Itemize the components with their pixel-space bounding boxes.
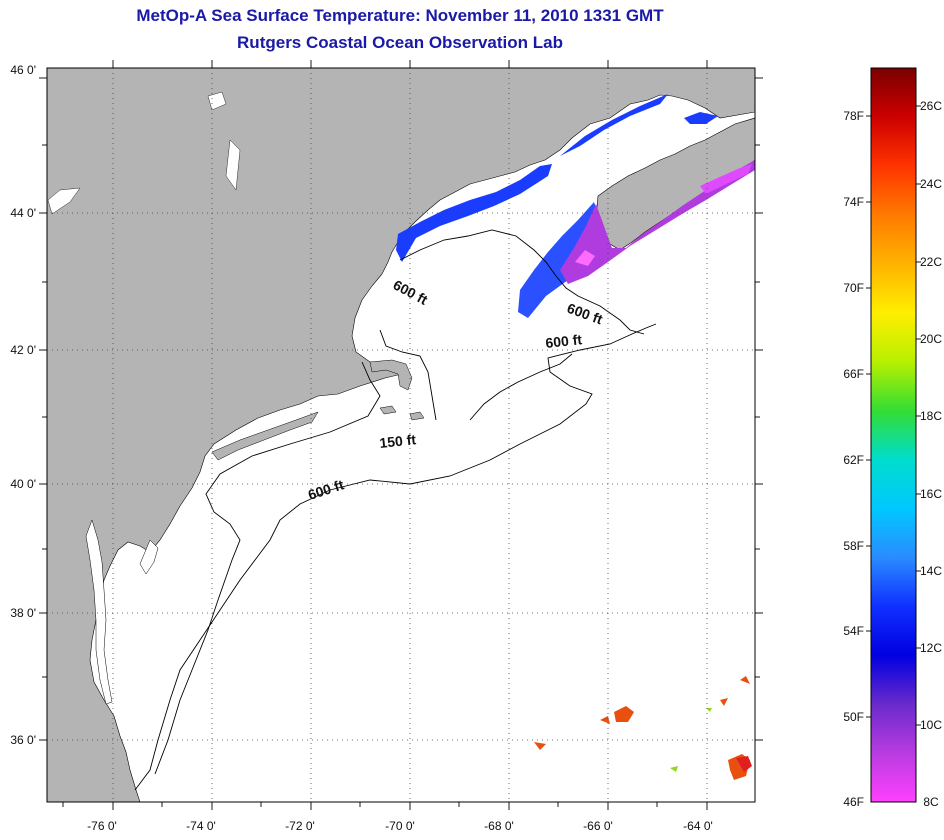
lat-label: 46 0' — [10, 63, 36, 77]
colorbar-label-c: 12C — [920, 641, 942, 655]
colorbar-label-c: 20C — [920, 332, 942, 346]
tick-marks — [39, 60, 763, 810]
lat-label: 36 0' — [10, 733, 36, 747]
colorbar-c-labels: 26C 24C 22C 20C 18C 16C 14C 12C 10C 8C — [920, 99, 942, 809]
colorbar — [870, 67, 917, 803]
map-subtitle: Rutgers Coastal Ocean Observation Lab — [237, 33, 563, 52]
colorbar-label-c: 10C — [920, 718, 942, 732]
lon-label: -68 0' — [484, 819, 514, 833]
lat-label: 40 0' — [10, 477, 36, 491]
lon-labels: -76 0' -74 0' -72 0' -70 0' -68 0' -66 0… — [87, 819, 713, 833]
graticule — [47, 68, 755, 802]
colorbar-ticks — [866, 105, 921, 726]
lon-label: -72 0' — [285, 819, 315, 833]
colorbar-label-c: 16C — [920, 487, 942, 501]
lon-label: -70 0' — [385, 819, 415, 833]
colorbar-label-f: 66F — [843, 367, 864, 381]
long-island — [211, 411, 319, 461]
lat-label: 44 0' — [10, 206, 36, 220]
contour-label: 150 ft — [379, 431, 417, 451]
colorbar-label-f: 46F — [843, 795, 864, 809]
colorbar-label-f: 62F — [843, 453, 864, 467]
lat-label: 38 0' — [10, 606, 36, 620]
lon-label: -64 0' — [683, 819, 713, 833]
delaware-bay — [139, 539, 159, 575]
colorbar-label-f: 78F — [843, 109, 864, 123]
colorbar-label-f: 50F — [843, 710, 864, 724]
colorbar-label-c: 8C — [923, 795, 939, 809]
lakes — [47, 91, 241, 215]
colorbar-label-c: 14C — [920, 564, 942, 578]
colorbar-label-c: 24C — [920, 177, 942, 191]
colorbar-label-f: 70F — [843, 281, 864, 295]
lon-label: -76 0' — [87, 819, 117, 833]
colorbar-label-f: 74F — [843, 195, 864, 209]
colorbar-f-labels: 78F 74F 70F 66F 62F 58F 54F 50F 46F — [843, 109, 864, 809]
lat-label: 42 0' — [10, 343, 36, 357]
colorbar-label-c: 22C — [920, 255, 942, 269]
colorbar-label-c: 18C — [920, 409, 942, 423]
islands — [379, 405, 425, 421]
lon-label: -66 0' — [583, 819, 613, 833]
lon-label: -74 0' — [186, 819, 216, 833]
map-title: MetOp-A Sea Surface Temperature: Novembe… — [136, 6, 664, 25]
sst-data — [396, 94, 755, 780]
colorbar-label-c: 26C — [920, 99, 942, 113]
contour-label: 600 ft — [545, 331, 583, 351]
chesapeake-bay — [85, 519, 113, 705]
cape-cod — [369, 359, 413, 391]
map-frame — [46, 67, 756, 803]
colorbar-label-f: 54F — [843, 624, 864, 638]
colorbar-label-f: 58F — [843, 539, 864, 553]
lat-labels: 46 0' 44 0' 42 0' 40 0' 38 0' 36 0' — [10, 63, 36, 747]
